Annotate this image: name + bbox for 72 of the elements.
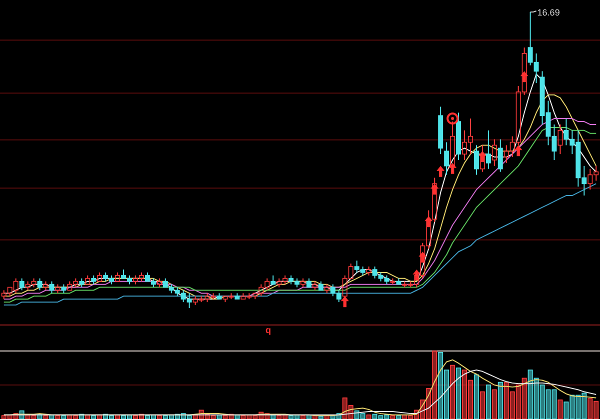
bar xyxy=(276,415,282,419)
bar xyxy=(564,402,569,419)
bar xyxy=(444,370,450,419)
bar xyxy=(121,415,126,419)
bar xyxy=(582,392,587,419)
bar xyxy=(162,415,168,419)
bar xyxy=(558,400,563,419)
candlestick xyxy=(444,142,450,176)
bar xyxy=(210,415,216,419)
bar xyxy=(109,415,114,419)
bar xyxy=(31,415,36,419)
candlestick xyxy=(450,121,456,172)
point xyxy=(514,145,522,156)
bar xyxy=(240,415,246,419)
annotation: 16.69 xyxy=(537,7,560,18)
bar xyxy=(516,384,521,419)
bar xyxy=(133,415,138,419)
bar xyxy=(372,414,378,419)
bar xyxy=(366,414,372,419)
bar xyxy=(222,415,228,419)
candlestick xyxy=(474,144,479,176)
bar xyxy=(450,364,456,419)
bar xyxy=(252,415,258,419)
bar xyxy=(552,389,557,419)
bar xyxy=(570,394,575,419)
bar xyxy=(390,415,396,419)
bar xyxy=(504,382,509,419)
bar xyxy=(73,415,78,419)
bar xyxy=(144,415,150,419)
point xyxy=(412,269,421,280)
point xyxy=(520,71,528,82)
bar xyxy=(510,391,515,419)
bar xyxy=(492,389,497,419)
bar xyxy=(438,352,444,419)
bar xyxy=(462,370,467,419)
bar xyxy=(522,378,527,419)
bar xyxy=(594,400,599,419)
point xyxy=(436,166,445,177)
bar xyxy=(486,384,491,419)
candlestick xyxy=(486,130,491,170)
bar xyxy=(156,415,162,419)
bar xyxy=(300,415,306,419)
bar xyxy=(1,415,6,419)
bar xyxy=(456,368,462,419)
candlestick xyxy=(492,138,497,166)
bar xyxy=(576,394,581,419)
bar xyxy=(432,350,438,419)
candlestick xyxy=(558,124,563,155)
bar xyxy=(55,415,60,419)
bar xyxy=(318,416,324,419)
bar xyxy=(468,380,473,419)
bar xyxy=(396,415,402,419)
bar xyxy=(546,389,551,419)
candlestick xyxy=(438,106,444,155)
bar xyxy=(378,415,384,419)
bar xyxy=(61,415,66,419)
bar xyxy=(528,370,533,419)
bar xyxy=(43,415,48,419)
bar xyxy=(588,398,593,419)
bar xyxy=(186,415,192,419)
bar xyxy=(91,415,96,419)
bar xyxy=(480,391,485,419)
bar xyxy=(360,413,366,419)
bar xyxy=(540,384,545,419)
bar xyxy=(342,398,348,419)
bar xyxy=(474,374,479,419)
bar xyxy=(288,415,294,419)
bar xyxy=(384,414,390,419)
bar xyxy=(408,415,414,419)
text: q xyxy=(265,325,271,335)
bar xyxy=(498,382,503,419)
bar xyxy=(534,378,539,419)
